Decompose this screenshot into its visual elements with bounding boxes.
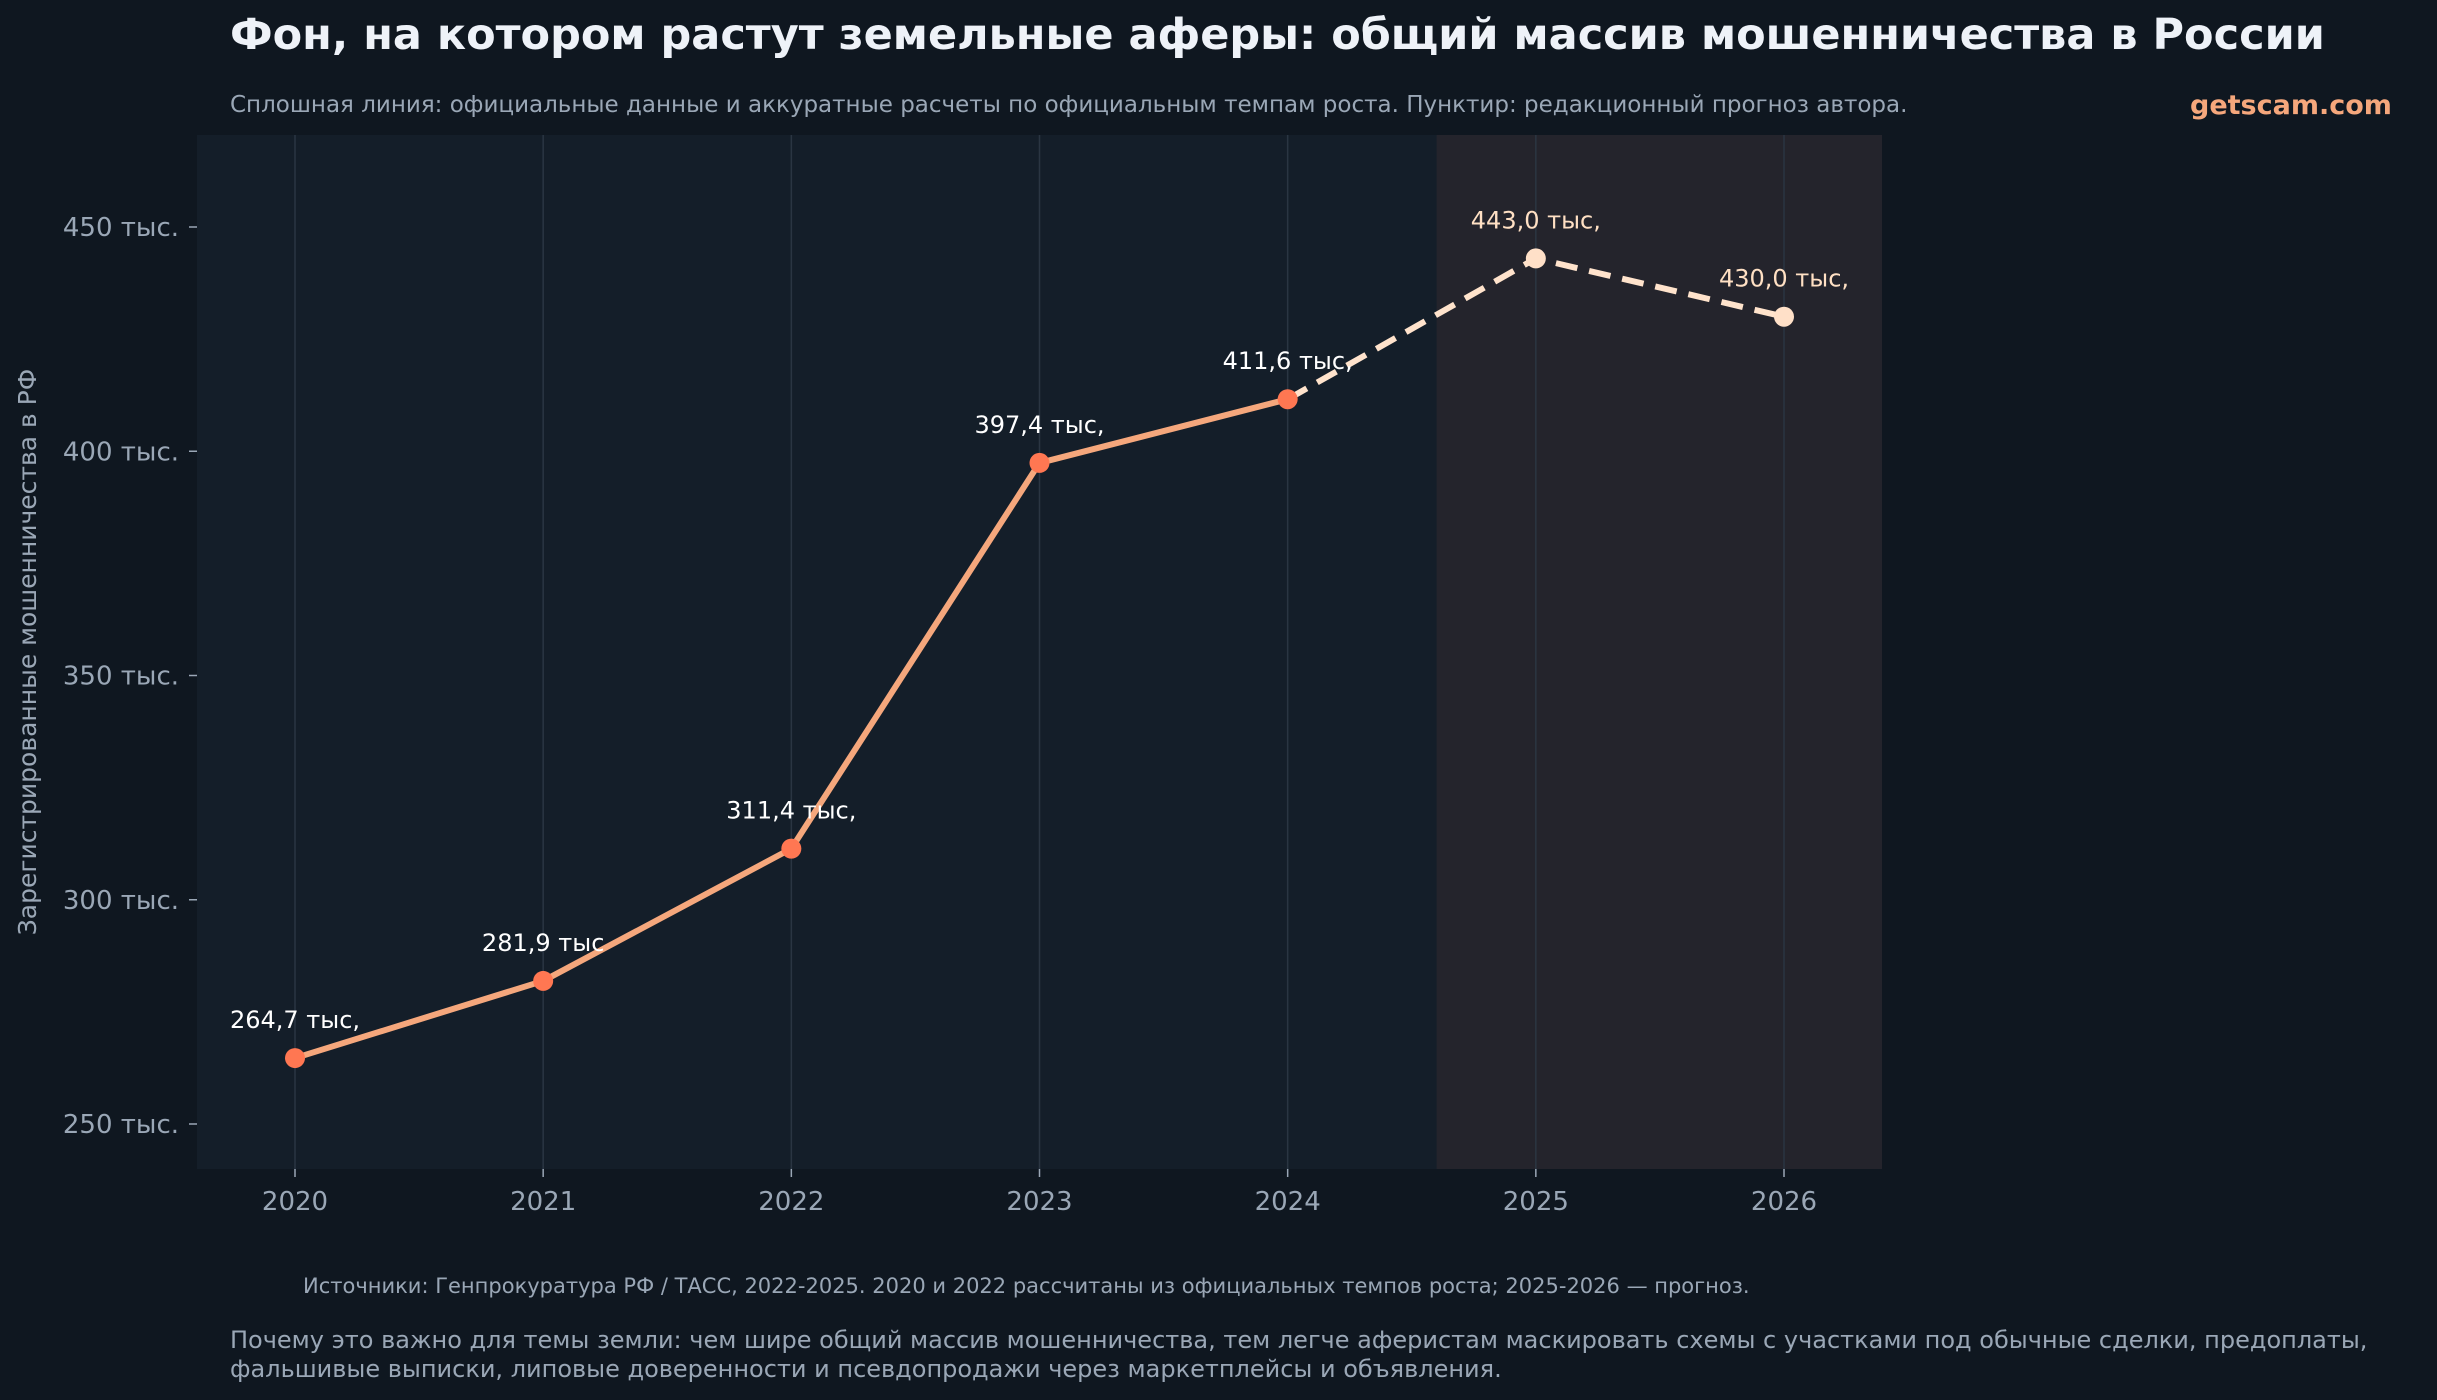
y-tick-label: 450 тыс. [63,213,179,243]
y-tick-label: 300 тыс. [63,886,179,916]
y-axis-label: Зарегистрированные мошенничества в РФ [13,369,42,935]
chart-subtitle: Сплошная линия: официальные данные и акк… [230,92,1908,118]
data-point [781,838,802,859]
x-tick-label: 2022 [758,1187,824,1217]
forecast-region [1436,135,1882,1169]
x-tick-label: 2021 [510,1187,576,1217]
data-label: 264,7 тыс, [230,1006,360,1034]
data-label: 311,4 тыс, [726,797,856,825]
data-point [1525,248,1546,269]
data-label: 411,6 тыс, [1223,347,1353,375]
data-point [285,1048,305,1069]
data-label: 281,9 тыс [482,929,604,957]
x-tick-label: 2020 [262,1187,328,1217]
x-tick-label: 2025 [1503,1187,1569,1217]
data-point [533,970,554,991]
y-tick-label: 250 тыс. [63,1110,179,1140]
data-label: 397,4 тыс, [974,411,1104,439]
x-tick-label: 2023 [1006,1187,1072,1217]
watermark: getscam.com [2190,90,2392,121]
x-tick-label: 2026 [1751,1187,1817,1217]
x-tick-label: 2024 [1255,1187,1321,1217]
data-point [1774,306,1794,327]
data-label: 443,0 тыс, [1471,206,1601,234]
y-tick-label: 350 тыс. [63,662,179,692]
sources-note: Источники: Генпрокуратура РФ / ТАСС, 202… [303,1274,1750,1298]
y-tick-label: 400 тыс. [63,437,179,467]
data-label: 430,0 тыс, [1719,265,1849,293]
data-point [1029,452,1050,473]
chart-title: Фон, на котором растут земельные аферы: … [230,10,2325,60]
explanation-note: Почему это важно для темы земли: чем шир… [230,1326,2368,1383]
data-point [1277,389,1298,410]
